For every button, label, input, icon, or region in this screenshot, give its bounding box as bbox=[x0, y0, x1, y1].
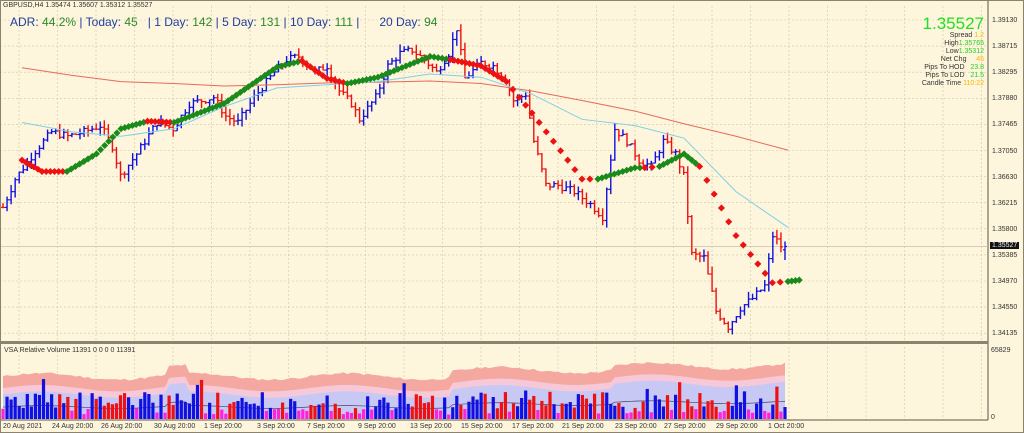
high-value: 1.35765 bbox=[958, 40, 984, 47]
price-tick: 1.36630 bbox=[992, 173, 1018, 181]
10day-label: 10 Day: bbox=[289, 15, 332, 29]
time-tick: 7 Sep 20:00 bbox=[307, 423, 345, 430]
hod-value: 23.8 bbox=[970, 64, 984, 71]
time-tick: 1 Sep 20:00 bbox=[204, 423, 242, 430]
price-tick: 1.38715 bbox=[992, 43, 1018, 51]
today-label: Today: bbox=[85, 15, 121, 29]
current-price-tag: 1.35527 bbox=[990, 242, 1020, 249]
candle-label: Candle Time bbox=[921, 80, 962, 87]
lod-label: Pips To LOD bbox=[925, 72, 965, 79]
time-tick: 26 Aug 20:00 bbox=[101, 423, 143, 430]
lod-value: 21.5 bbox=[970, 72, 984, 79]
time-tick: 27 Sep 20:00 bbox=[664, 423, 706, 430]
vsa-axis-min: 0 bbox=[991, 414, 995, 421]
vsa-title: VSA Relative Volume 11391 0 0 0 0 11391 bbox=[4, 347, 136, 354]
price-tick: 1.38295 bbox=[992, 69, 1018, 77]
info-row-lod: Pips To LOD 21.5 bbox=[922, 72, 984, 80]
20day-value: 94 bbox=[424, 15, 438, 29]
info-row-hod: Pips To HOD 23.8 bbox=[922, 64, 984, 72]
time-tick: 21 Sep 20:00 bbox=[562, 423, 604, 430]
price-tick: 1.37880 bbox=[992, 95, 1018, 103]
price-tick: 1.35800 bbox=[992, 225, 1018, 233]
symbol-header: GBPUSD,H4 1.35474 1.35607 1.35312 1.3552… bbox=[3, 2, 153, 9]
20day-label: 20 Day: bbox=[379, 15, 421, 29]
spread-label: Spread bbox=[949, 32, 973, 39]
separator: | bbox=[79, 15, 83, 29]
price-tick: 1.37465 bbox=[992, 121, 1018, 129]
10day-value: 111 bbox=[334, 15, 353, 29]
info-row-netchg: Net Chg 45 bbox=[922, 56, 984, 64]
info-row-high: High1.35765 bbox=[922, 40, 984, 48]
time-tick: 20 Aug 2021 bbox=[3, 423, 43, 430]
time-tick: 15 Sep 20:00 bbox=[461, 423, 503, 430]
time-tick: 24 Aug 20:00 bbox=[52, 423, 94, 430]
separator: | bbox=[215, 15, 219, 29]
info-row-candle: Candle Time 110:22 bbox=[922, 80, 984, 88]
separator: | bbox=[356, 15, 360, 29]
low-label: Low bbox=[945, 48, 959, 55]
low-value: 1.35312 bbox=[958, 48, 984, 55]
adr-label: ADR: bbox=[10, 15, 39, 29]
price-tick: 1.37050 bbox=[992, 147, 1018, 155]
netchg-label: Net Chg bbox=[940, 56, 967, 63]
price-tick: 1.34970 bbox=[992, 278, 1018, 285]
time-tick: 1 Oct 20:00 bbox=[768, 423, 805, 430]
1day-value: 142 bbox=[192, 15, 213, 29]
today-value: 45 bbox=[124, 15, 138, 29]
time-tick: 3 Sep 20:00 bbox=[257, 423, 295, 430]
netchg-value: 45 bbox=[976, 56, 984, 63]
time-tick: 30 Aug 20:00 bbox=[154, 423, 196, 430]
time-tick: 17 Sep 20:00 bbox=[512, 423, 554, 430]
hod-label: Pips To HOD bbox=[924, 64, 965, 71]
spread-value: 1.2 bbox=[974, 32, 984, 39]
adr-panel: ADR: 44.2% | Today: 45 | 1 Day: 142 | 5 … bbox=[10, 15, 437, 29]
info-row-low: Low1.35312 bbox=[922, 48, 984, 56]
adr-value: 44.2% bbox=[42, 15, 77, 29]
1day-label: 1 Day: bbox=[154, 15, 189, 29]
time-tick: 13 Sep 20:00 bbox=[410, 423, 452, 430]
info-panel: 1.35527 Spread 1.2 High1.35765 Low1.3531… bbox=[922, 15, 984, 88]
info-row-spread: Spread 1.2 bbox=[922, 32, 984, 40]
vsa-axis-max: 65829 bbox=[991, 347, 1011, 354]
price-tick: 1.36215 bbox=[992, 199, 1018, 207]
price-tick: 1.35385 bbox=[992, 251, 1018, 259]
separator: | bbox=[147, 15, 151, 29]
price-tick: 1.34550 bbox=[992, 304, 1018, 312]
high-label: High bbox=[944, 40, 959, 47]
time-tick: 29 Sep 20:00 bbox=[716, 423, 758, 430]
5day-value: 131 bbox=[260, 15, 281, 29]
5day-label: 5 Day: bbox=[222, 15, 257, 29]
price-tick: 1.39130 bbox=[992, 17, 1018, 24]
candle-value: 110:22 bbox=[963, 80, 984, 87]
price-tick: 1.34135 bbox=[992, 330, 1018, 338]
time-tick: 9 Sep 20:00 bbox=[358, 423, 396, 430]
current-price: 1.35527 bbox=[922, 14, 984, 33]
separator: | bbox=[283, 15, 287, 29]
time-tick: 23 Sep 20:00 bbox=[615, 423, 657, 430]
